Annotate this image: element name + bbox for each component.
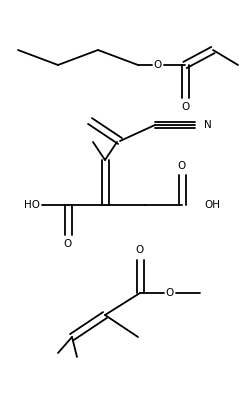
Text: O: O bbox=[166, 288, 174, 298]
Text: O: O bbox=[178, 161, 186, 171]
Text: HO: HO bbox=[24, 200, 40, 210]
Text: N: N bbox=[204, 120, 212, 130]
Text: O: O bbox=[154, 60, 162, 70]
Text: O: O bbox=[136, 245, 144, 255]
Text: O: O bbox=[64, 239, 72, 249]
Text: O: O bbox=[181, 102, 189, 112]
Text: OH: OH bbox=[204, 200, 220, 210]
